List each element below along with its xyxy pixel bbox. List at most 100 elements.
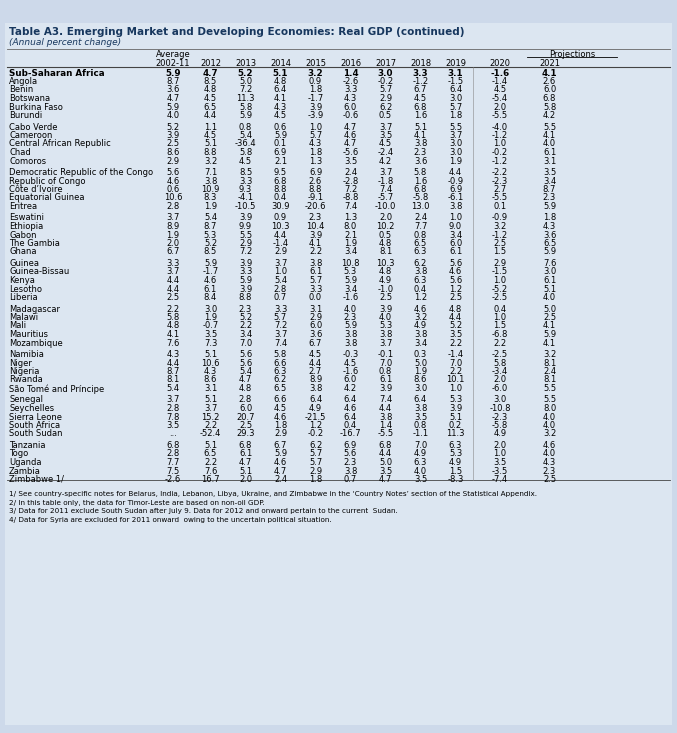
Text: 4.0: 4.0 [543,449,556,459]
Text: 3.7: 3.7 [379,168,392,177]
Text: 20.7: 20.7 [236,413,255,421]
Text: 10.2: 10.2 [376,222,395,231]
Text: Ghana: Ghana [9,248,37,257]
Text: São Tomé and Príncipe: São Tomé and Príncipe [9,384,104,394]
Text: Zambia: Zambia [9,466,41,476]
Text: 1.9: 1.9 [449,157,462,166]
Text: 4.6: 4.6 [204,276,217,285]
Text: 5.1: 5.1 [204,441,217,450]
Text: -1.2: -1.2 [492,131,508,140]
Text: 2.6: 2.6 [309,177,322,185]
Text: 5.7: 5.7 [309,276,322,285]
Text: 3.7: 3.7 [379,122,392,131]
Text: Kenya: Kenya [9,276,35,285]
Text: 4.5: 4.5 [239,157,252,166]
Text: 7.7: 7.7 [167,458,179,467]
Text: 3.8: 3.8 [344,466,357,476]
Text: -3.5: -3.5 [492,466,508,476]
Text: 8.1: 8.1 [543,375,556,385]
Text: 9.3: 9.3 [239,185,252,194]
Text: 6.5: 6.5 [414,239,427,248]
Text: -5.6: -5.6 [343,148,359,157]
Text: 1.2: 1.2 [309,421,322,430]
Text: 5.7: 5.7 [309,458,322,467]
Text: 1.5: 1.5 [494,322,506,331]
Text: 3.7: 3.7 [167,268,179,276]
Text: Tanzania: Tanzania [9,441,45,450]
Text: 11.3: 11.3 [236,94,255,103]
Text: 10.8: 10.8 [341,259,359,268]
Text: 4.7: 4.7 [379,475,392,484]
Text: -9.1: -9.1 [307,194,324,202]
Text: 1.0: 1.0 [449,213,462,223]
Text: 2.8: 2.8 [274,284,287,293]
Text: -2.5: -2.5 [492,293,508,302]
Text: 2.3: 2.3 [543,194,556,202]
Text: 0.4: 0.4 [344,421,357,430]
Text: 4.4: 4.4 [379,449,392,459]
Text: 5.5: 5.5 [239,230,252,240]
Text: 2017: 2017 [375,59,396,68]
Text: 6.4: 6.4 [344,413,357,421]
Text: 3.3: 3.3 [309,284,322,293]
Text: 5.6: 5.6 [239,350,252,359]
Text: 1.0: 1.0 [309,122,322,131]
Text: 5.9: 5.9 [204,259,217,268]
Text: 1.6: 1.6 [414,177,427,185]
Text: 4.7: 4.7 [239,458,252,467]
Text: 7.0: 7.0 [239,339,252,347]
Text: 6.4: 6.4 [414,396,427,405]
Text: 4.1: 4.1 [543,339,556,347]
Text: 3.6: 3.6 [167,86,179,95]
Text: 5.1: 5.1 [204,139,217,149]
Text: 6.9: 6.9 [309,168,322,177]
Text: 9.5: 9.5 [274,168,287,177]
Text: 2.9: 2.9 [309,466,322,476]
Text: 2.1: 2.1 [344,230,357,240]
Text: 3.8: 3.8 [414,139,427,149]
Text: 1.2: 1.2 [449,284,462,293]
Text: 2019: 2019 [445,59,466,68]
Text: The Gambia: The Gambia [9,239,60,248]
Text: -5.5: -5.5 [378,430,393,438]
Text: Madagascar: Madagascar [9,304,60,314]
Text: 2.3: 2.3 [344,458,357,467]
Text: 5.6: 5.6 [239,358,252,367]
Text: -1.5: -1.5 [447,77,464,86]
Text: 6.5: 6.5 [543,239,556,248]
Text: 2.8: 2.8 [167,202,179,211]
Text: 4.0: 4.0 [414,466,427,476]
Text: 1.9: 1.9 [204,202,217,211]
Text: 1.8: 1.8 [309,148,322,157]
Text: -1.6: -1.6 [343,367,359,376]
Text: 2021: 2021 [539,59,560,68]
Text: 8.5: 8.5 [239,168,252,177]
Text: 3.1: 3.1 [447,68,463,78]
Text: 2.2: 2.2 [239,322,252,331]
Text: 6.2: 6.2 [274,375,287,385]
Text: 7.6: 7.6 [543,259,556,268]
Text: -5.5: -5.5 [492,111,508,120]
Text: 5.0: 5.0 [239,77,252,86]
Text: 4.1: 4.1 [543,131,556,140]
Text: 7.2: 7.2 [274,322,287,331]
Text: 5.1: 5.1 [414,122,427,131]
Text: 8.7: 8.7 [204,222,217,231]
Text: 4.6: 4.6 [449,268,462,276]
Text: 4.0: 4.0 [543,293,556,302]
Text: 4.6: 4.6 [344,404,357,413]
Text: -1.1: -1.1 [412,430,429,438]
Text: -8.8: -8.8 [343,194,359,202]
Text: -0.3: -0.3 [343,350,359,359]
Text: 1.5: 1.5 [494,248,506,257]
Text: 3.7: 3.7 [449,131,462,140]
Text: 3.2: 3.2 [543,430,556,438]
Text: Namibia: Namibia [9,350,44,359]
Text: -1.4: -1.4 [447,350,464,359]
Text: -0.6: -0.6 [343,111,359,120]
Text: 10.6: 10.6 [201,358,220,367]
Text: 5.5: 5.5 [543,384,556,393]
Text: Côte d’Ivoire: Côte d’Ivoire [9,185,63,194]
Text: 4.3: 4.3 [543,458,556,467]
Text: 3.4: 3.4 [344,284,357,293]
